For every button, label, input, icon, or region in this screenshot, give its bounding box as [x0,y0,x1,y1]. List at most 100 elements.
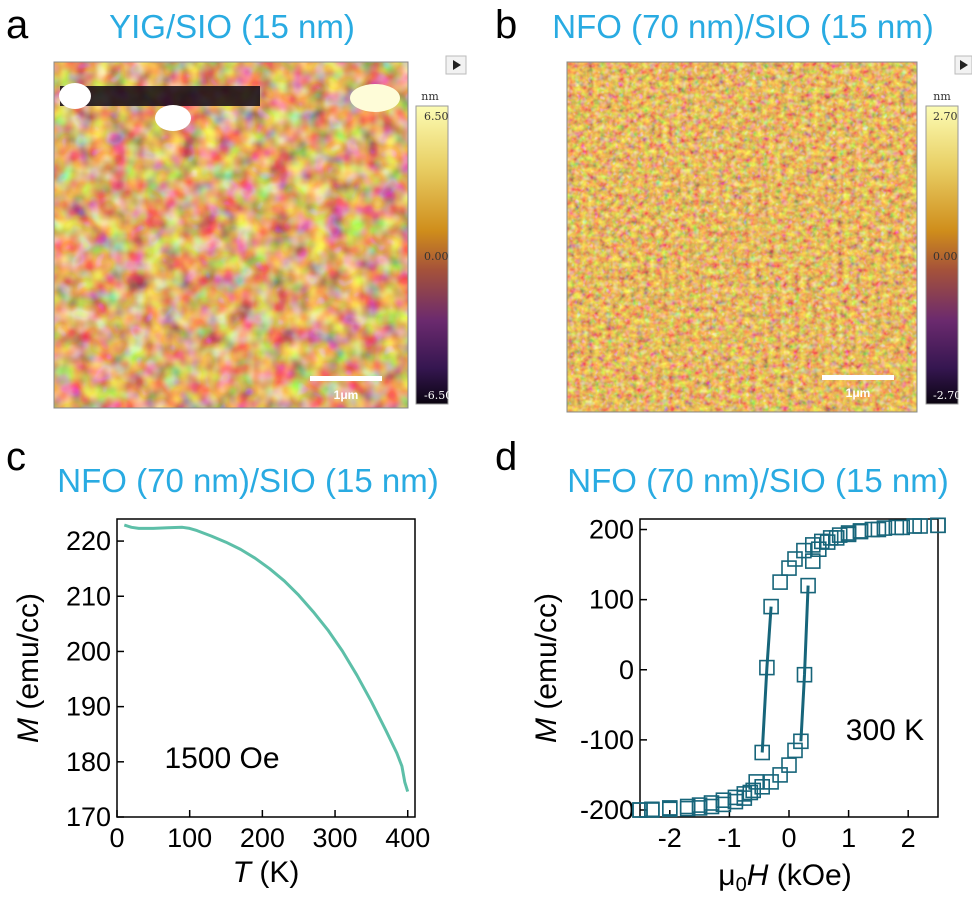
ascending-marker-1 [644,801,660,818]
y-axis-unit-d: (emu/cc) [530,593,563,718]
ascending-marker-13 [781,757,797,773]
d-ytick-label-2: 0 [619,655,634,685]
x-axis-label-d: μ0H (kOe) [718,859,851,896]
ascending-marker-4 [691,797,708,813]
x-axis-var-c: T [233,856,254,889]
ascending-marker-17 [800,577,816,594]
descending-marker-15 [763,598,779,615]
d-ytick-label-1: -100 [580,725,634,755]
series-line-c [123,523,410,793]
d-xtick-label-0: -2 [658,823,682,853]
panel-d-letter: d [495,435,517,479]
d-xtick-label-1: -1 [717,823,741,853]
annotation-d: 300 K [846,714,924,747]
axis-ticks-d: -2 -1 0 1 2 -200 -100 0 100 200 [580,515,916,853]
y-axis-unit-c: (emu/cc) [12,593,45,718]
c-ytick-label-2: 190 [66,692,111,722]
c-ytick-label-1: 180 [66,747,111,777]
descending-marker-13 [781,560,797,576]
panel-d: d NFO (70 nm)/SIO (15 nm) -2 -1 0 1 2 -200 -10… [495,435,949,896]
ascending-marker-26 [906,518,923,534]
y-axis-var-d: M [530,718,563,743]
colorbar-min-a: -6.50 [424,389,452,402]
panel-b-title: NFO (70 nm)/SIO (15 nm) [552,8,933,45]
descending-marker-16 [759,659,775,676]
afm-frame-b [566,61,918,413]
play-triangle-icon-b[interactable] [954,55,972,75]
x-axis-label-c: T (K) [233,856,300,889]
descending-marker-18 [748,774,765,790]
colorbar-unit-a: nm [421,90,439,103]
descending-marker-11 [796,542,812,559]
x-axis-prefix-d: μ [718,859,735,892]
ascending-marker-7 [727,789,744,806]
d-ytick-label-4: 200 [589,515,634,545]
descending-marker-3 [876,520,893,536]
panel-a-letter: a [6,3,29,47]
panel-d-title: NFO (70 nm)/SIO (15 nm) [567,462,948,499]
x-axis-unit-c: (K) [251,856,299,889]
d-ytick-label-0: -200 [580,795,634,825]
colorbar-min-b: -2.70 [933,389,961,402]
panel-b: b NFO (70 nm)/SIO (15 nm) 1μm nm 2.70 0.… [495,3,972,413]
afm-image-b [567,62,917,412]
descending-marker-10 [804,537,821,553]
ascending-marker-9 [745,782,762,799]
colorbar-max-b: 2.70 [933,110,958,123]
colorbar-unit-b: nm [933,90,951,103]
scalebar-label-a: 1μm [334,388,359,402]
ascending-marker-0 [632,802,648,818]
colorbar-mid-a: 0.00 [424,250,449,263]
ascending-marker-2 [661,800,678,816]
scalebar-a [310,376,382,381]
c-xtick-label-3: 300 [313,823,358,853]
c-xtick-label-1: 100 [167,823,212,853]
ascending-marker-6 [715,792,732,809]
d-xtick-label-2: 0 [781,823,796,853]
descending-marker-17 [754,744,771,761]
descending-marker-14 [772,574,788,590]
panel-a-title: YIG/SIO (15 nm) [109,8,355,45]
axis-ticks-c: 0 100 200 300 400 170 180 190 200 210 220 [66,526,430,853]
plot-frame-c [116,518,416,818]
ascending-marker-5 [703,795,720,811]
annotation-c: 1500 Oe [164,742,279,775]
panel-c-title: NFO (70 nm)/SIO (15 nm) [57,462,438,499]
x-axis-var-d: H [747,859,769,892]
ascending-switch-line [799,585,810,742]
ascending-marker-10 [754,778,771,795]
ascending-marker-3 [679,798,696,815]
ascending-marker-8 [736,786,753,802]
ascending-marker-22 [840,526,857,543]
afm-features-a [59,83,400,131]
descending-marker-12 [787,551,803,567]
ascending-marker-12 [772,767,788,783]
y-axis-var-c: M [12,718,45,743]
colorbar-max-a: 6.50 [424,110,449,123]
play-triangle-icon-a[interactable] [445,55,467,75]
d-xtick-label-3: 1 [841,823,856,853]
y-axis-label-c: M (emu/cc) [12,593,45,743]
panel-b-letter: b [495,3,517,47]
afm-image-a [54,62,408,408]
c-ytick-label-3: 200 [66,636,111,666]
x-axis-sub-d: 0 [736,874,747,896]
afm-frame-a [53,61,409,409]
colorbar-mid-b: 0.00 [933,250,958,263]
colorbar-b [925,105,959,405]
ascending-marker-27 [930,517,946,534]
ascending-marker-16 [796,666,813,683]
c-ytick-label-5: 220 [66,526,111,556]
panel-c-letter: c [6,435,26,479]
ascending-marker-14 [787,742,803,759]
ascending-marker-23 [852,523,869,540]
panel-a: a YIG/SIO (15 nm) 1μm nm 6.50 0.00 -6.50 [6,3,467,409]
c-xtick-label-4: 400 [385,823,430,853]
markers-d [632,517,946,818]
y-axis-label-d: M (emu/cc) [530,593,563,743]
d-xtick-label-4: 2 [901,823,916,853]
ascending-marker-20 [819,534,836,550]
descending-switch-line [760,606,773,753]
descending-marker-19 [742,784,759,801]
ascending-marker-18 [804,553,821,569]
